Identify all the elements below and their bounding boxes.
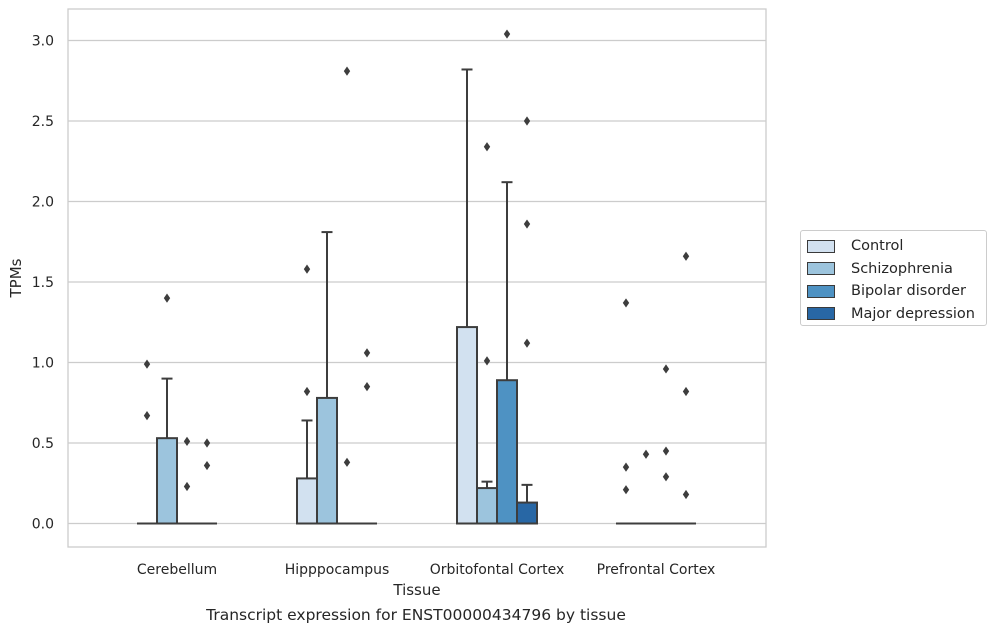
y-tick-label: 0.5: [32, 436, 54, 452]
outlier-point: [503, 29, 511, 39]
box-plot: [476, 480, 498, 525]
box: [296, 477, 318, 525]
outlier-point: [303, 386, 311, 397]
y-tick-label: 2.0: [32, 195, 54, 211]
outlier-point: [163, 293, 171, 303]
outlier-point: [143, 411, 151, 421]
legend-swatch: [807, 262, 835, 276]
y-tick-labels: 0.0 0.5 1.0 1.5 2.0 2.5 3.0: [32, 34, 54, 533]
outlier-point: [203, 460, 211, 471]
outlier-point: [143, 359, 151, 369]
outlier-point: [203, 438, 211, 448]
x-axis-title: Tissue: [392, 581, 440, 599]
box-plot: [496, 181, 518, 525]
box: [496, 379, 518, 525]
y-tick-label: 1.0: [32, 356, 54, 372]
y-tick-label: 1.5: [32, 275, 54, 291]
box-plots: [137, 68, 696, 525]
box-plot: [156, 377, 178, 525]
y-tick-label: 0.0: [32, 517, 54, 533]
outlier-point: [642, 449, 650, 459]
legend-label: Bipolar disorder: [851, 283, 966, 300]
box: [456, 326, 478, 525]
outlier-point: [523, 116, 531, 126]
y-tick-label: 2.5: [32, 114, 54, 130]
legend-item: Major depression: [807, 303, 986, 326]
legend-item: Control: [807, 235, 986, 258]
x-tick-labels: Cerebellum Hipppocampus Orbitofontal Corte…: [137, 562, 715, 578]
outlier-point: [343, 457, 351, 467]
outlier-point: [363, 348, 371, 358]
outlier-point: [662, 446, 670, 456]
outlier-point: [622, 462, 630, 472]
outlier-point: [682, 251, 690, 261]
legend-label: Schizophrenia: [851, 260, 953, 277]
outlier-point: [622, 485, 630, 495]
y-tick-label: 3.0: [32, 34, 54, 50]
box: [156, 437, 178, 525]
x-tick-label: Hipppocampus: [285, 562, 390, 578]
legend-label: Major depression: [851, 305, 975, 322]
box-plot: [296, 419, 318, 525]
box: [316, 396, 338, 525]
outlier-point: [483, 356, 491, 366]
x-tick-label: Prefrontal Cortex: [597, 562, 716, 578]
legend-swatch: [807, 307, 835, 321]
legend-swatch: [807, 284, 835, 298]
legend-label: Control: [851, 238, 904, 255]
legend-item: Schizophrenia: [807, 258, 986, 281]
outlier-point: [622, 298, 630, 308]
x-tick-label: Cerebellum: [137, 562, 217, 578]
legend: Control Schizophrenia Bipolar disorder Majo…: [800, 230, 987, 326]
outlier-point: [183, 436, 191, 446]
outlier-point: [303, 264, 311, 274]
box: [476, 487, 498, 525]
plot-frame: [67, 8, 767, 548]
outlier-point: [662, 364, 670, 374]
outlier-point: [682, 489, 690, 500]
legend-item: Bipolar disorder: [807, 280, 986, 303]
grid-lines: [68, 39, 766, 525]
outlier-point: [183, 481, 191, 492]
outlier-point: [682, 386, 690, 397]
outlier-point: [523, 219, 531, 229]
x-tick-label: Orbitofontal Cortex: [430, 562, 565, 578]
outlier-points: [143, 29, 690, 500]
legend-swatch: [807, 239, 835, 253]
figure-caption: Transcript expression for ENST0000043479…: [206, 606, 626, 624]
outlier-point: [662, 472, 670, 482]
outlier-point: [483, 142, 491, 152]
y-axis-title: TPMs: [7, 258, 25, 298]
box: [516, 501, 538, 525]
outlier-point: [523, 338, 531, 348]
box-plot: [456, 68, 478, 525]
box-plot: [316, 231, 338, 525]
outlier-point: [363, 382, 371, 392]
box-plot: [516, 483, 538, 525]
outlier-point: [343, 66, 351, 76]
